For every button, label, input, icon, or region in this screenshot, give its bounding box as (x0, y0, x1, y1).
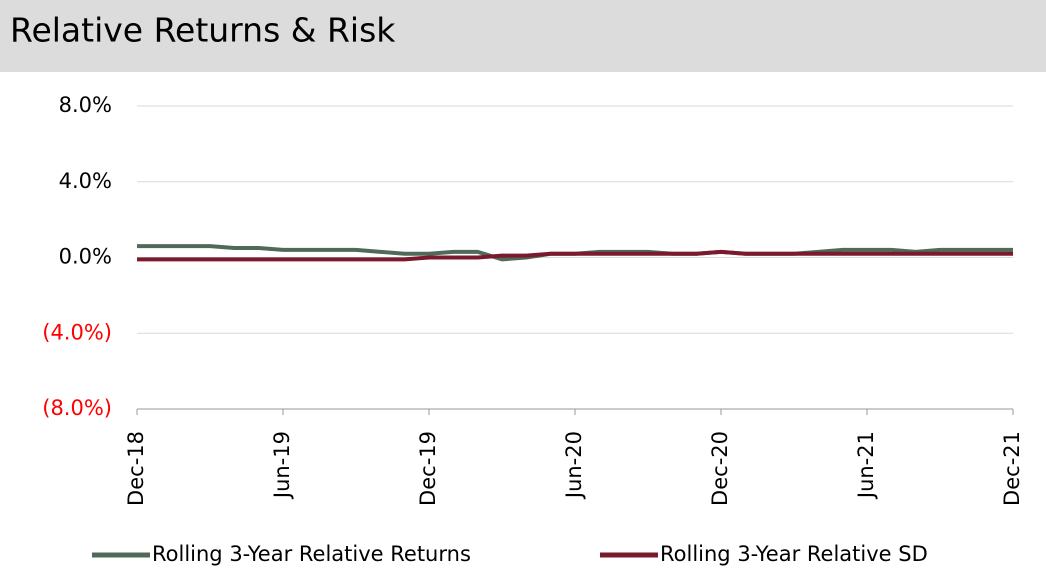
y-tick-label: 0.0% (59, 245, 112, 269)
series-line (137, 249, 1013, 262)
y-tick-label: (4.0%) (42, 320, 112, 344)
x-tick-label: Dec-18 (124, 431, 148, 506)
legend-label: Rolling 3-Year Relative SD (660, 542, 928, 566)
legend-label: Rolling 3-Year Relative Returns (152, 542, 471, 566)
x-tick-label: Dec-21 (1000, 431, 1024, 506)
x-tick-label: Jun-19 (270, 431, 294, 500)
x-tick-label: Jun-20 (562, 431, 586, 500)
x-tick-label: Dec-20 (708, 431, 732, 506)
x-tick-label: Jun-21 (854, 431, 878, 500)
header-bar (0, 0, 1046, 72)
y-tick-label: 4.0% (59, 169, 112, 193)
y-tick-label: (8.0%) (42, 396, 112, 420)
y-tick-label: 8.0% (59, 93, 112, 117)
x-tick-label: Dec-19 (416, 431, 440, 506)
chart-title: Relative Returns & Risk (10, 11, 396, 50)
